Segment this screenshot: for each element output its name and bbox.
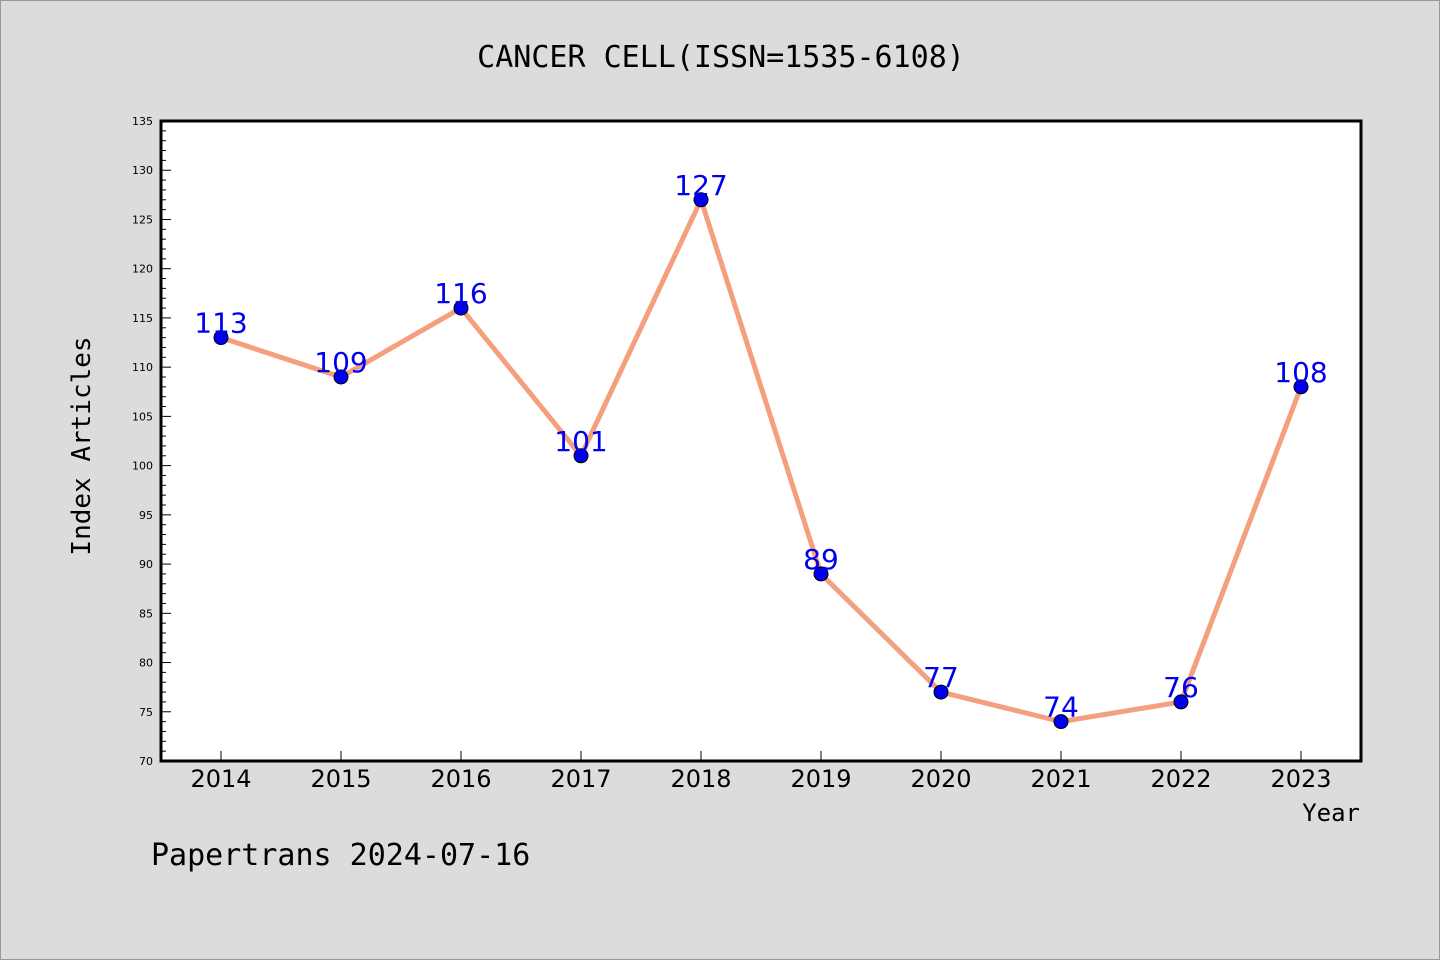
data-label: 101 — [554, 425, 607, 458]
plot-frame — [159, 119, 1363, 763]
data-label: 116 — [434, 277, 487, 310]
y-tick-label: 70 — [139, 755, 153, 768]
data-label: 109 — [314, 346, 367, 379]
data-point — [213, 330, 229, 346]
y-tick-label: 135 — [132, 115, 153, 128]
plot-background — [161, 121, 1361, 761]
data-point — [333, 369, 349, 385]
y-tick-label: 120 — [132, 263, 153, 276]
data-label: 127 — [674, 169, 727, 202]
data-label: 113 — [194, 307, 247, 340]
x-tick-label: 2014 — [190, 765, 251, 793]
y-tick-label: 75 — [139, 706, 153, 719]
data-label: 76 — [1163, 671, 1199, 704]
x-tick-label: 2020 — [910, 765, 971, 793]
x-tick-label: 2021 — [1030, 765, 1091, 793]
x-tick-label: 2015 — [310, 765, 371, 793]
x-tick-label: 2017 — [550, 765, 611, 793]
data-label: 77 — [923, 661, 959, 694]
y-tick-label: 130 — [132, 164, 153, 177]
plot-area: 70 75 80 85 90 95 100 105 110 115 120 125 130 135 2014… — [132, 115, 1363, 793]
footer-caption: Papertrans 2024-07-16 — [151, 838, 530, 873]
y-axis-label: Index Articles — [67, 336, 97, 555]
data-point — [573, 448, 589, 464]
y-tick-label: 80 — [139, 657, 153, 670]
y-tick-label: 115 — [132, 312, 153, 325]
data-point — [1173, 694, 1189, 710]
data-label: 74 — [1043, 691, 1079, 724]
x-tick-label: 2018 — [670, 765, 731, 793]
x-tick-label: 2016 — [430, 765, 491, 793]
data-point — [933, 684, 949, 700]
y-tick-label: 85 — [139, 607, 153, 620]
y-tick-label: 95 — [139, 509, 153, 522]
data-label: 89 — [803, 543, 839, 576]
y-tick-label: 90 — [139, 558, 153, 571]
x-tick-label: 2019 — [790, 765, 851, 793]
data-point — [693, 192, 709, 208]
x-tick-label: 2023 — [1270, 765, 1331, 793]
data-point — [1293, 379, 1309, 395]
series-line — [218, 197, 1304, 725]
x-tick-label: 2022 — [1150, 765, 1211, 793]
data-label: 108 — [1274, 356, 1327, 389]
data-point — [1053, 714, 1069, 730]
x-axis-label: Year — [1302, 799, 1360, 827]
y-tick-label: 110 — [132, 361, 153, 374]
y-tick-label: 105 — [132, 410, 153, 423]
y-tick-label: 100 — [132, 460, 153, 473]
data-point — [813, 566, 829, 582]
chart-title: CANCER CELL(ISSN=1535-6108) — [477, 40, 965, 75]
data-point — [453, 300, 469, 316]
y-tick-label: 125 — [132, 213, 153, 226]
